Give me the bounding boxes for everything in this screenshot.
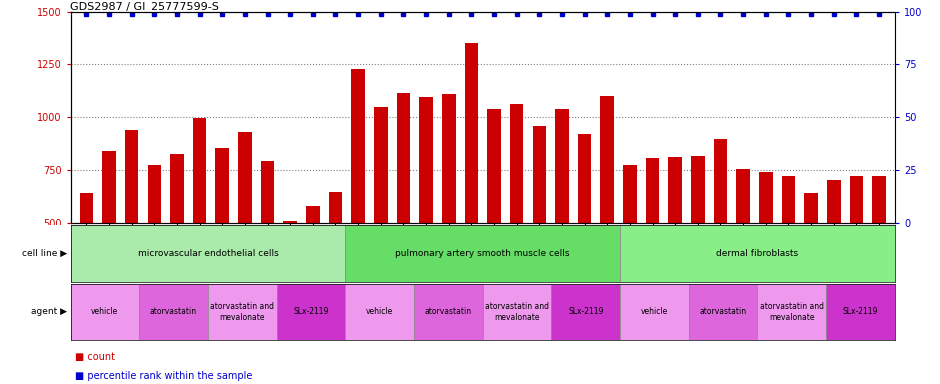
Bar — [139, 284, 208, 340]
Bar — [276, 284, 345, 340]
Bar — [80, 193, 93, 328]
Bar — [827, 180, 840, 328]
Bar — [782, 176, 795, 328]
Bar — [758, 284, 826, 340]
Text: pulmonary artery smooth muscle cells: pulmonary artery smooth muscle cells — [396, 249, 570, 258]
Bar — [578, 134, 591, 328]
Text: GDS2987 / GI_25777599-S: GDS2987 / GI_25777599-S — [70, 1, 219, 12]
Text: atorvastatin: atorvastatin — [699, 308, 746, 316]
Bar — [646, 158, 659, 328]
Text: microvascular endothelial cells: microvascular endothelial cells — [137, 249, 278, 258]
Text: agent ▶: agent ▶ — [31, 308, 68, 316]
Bar — [483, 284, 552, 340]
Bar — [419, 97, 432, 328]
Bar — [70, 225, 345, 282]
Text: vehicle: vehicle — [641, 308, 668, 316]
Bar — [533, 126, 546, 328]
Bar — [352, 68, 365, 328]
Bar — [509, 104, 524, 328]
Bar — [689, 284, 758, 340]
Text: SLx-2119: SLx-2119 — [568, 308, 603, 316]
Bar — [464, 43, 478, 328]
Text: ■ percentile rank within the sample: ■ percentile rank within the sample — [75, 371, 253, 381]
Bar — [556, 109, 569, 328]
Bar — [374, 107, 387, 328]
Bar — [170, 154, 183, 328]
Bar — [826, 284, 895, 340]
Bar — [70, 284, 139, 340]
Bar — [691, 156, 705, 328]
Text: dermal fibroblasts: dermal fibroblasts — [716, 249, 799, 258]
Text: ■ count: ■ count — [75, 352, 116, 362]
Bar — [329, 192, 342, 328]
Text: SLx-2119: SLx-2119 — [843, 308, 878, 316]
Bar — [193, 118, 207, 328]
Bar — [208, 284, 276, 340]
Bar — [552, 284, 620, 340]
Bar — [872, 176, 885, 328]
Bar — [620, 225, 895, 282]
Bar — [345, 225, 620, 282]
Bar — [442, 94, 456, 328]
Bar — [805, 193, 818, 328]
Bar — [283, 220, 297, 328]
Bar — [397, 93, 410, 328]
Text: SLx-2119: SLx-2119 — [293, 308, 329, 316]
Bar — [668, 157, 682, 328]
Bar — [414, 284, 483, 340]
Bar — [736, 169, 750, 328]
Text: atorvastatin and
mevalonate: atorvastatin and mevalonate — [211, 302, 274, 322]
Text: vehicle: vehicle — [366, 308, 393, 316]
Text: vehicle: vehicle — [91, 308, 118, 316]
Bar — [260, 161, 274, 328]
Bar — [759, 172, 773, 328]
Bar — [850, 176, 863, 328]
Bar — [125, 130, 138, 328]
Text: atorvastatin and
mevalonate: atorvastatin and mevalonate — [760, 302, 823, 322]
Bar — [487, 109, 501, 328]
Bar — [345, 284, 414, 340]
Text: atorvastatin: atorvastatin — [150, 308, 197, 316]
Text: cell line ▶: cell line ▶ — [23, 249, 68, 258]
Text: atorvastatin: atorvastatin — [425, 308, 472, 316]
Bar — [238, 132, 252, 328]
Bar — [102, 151, 116, 328]
Bar — [148, 165, 161, 328]
Bar — [215, 148, 229, 328]
Bar — [713, 139, 728, 328]
Bar — [306, 206, 320, 328]
Bar — [601, 96, 614, 328]
Text: atorvastatin and
mevalonate: atorvastatin and mevalonate — [485, 302, 549, 322]
Bar — [620, 284, 689, 340]
Bar — [623, 165, 636, 328]
